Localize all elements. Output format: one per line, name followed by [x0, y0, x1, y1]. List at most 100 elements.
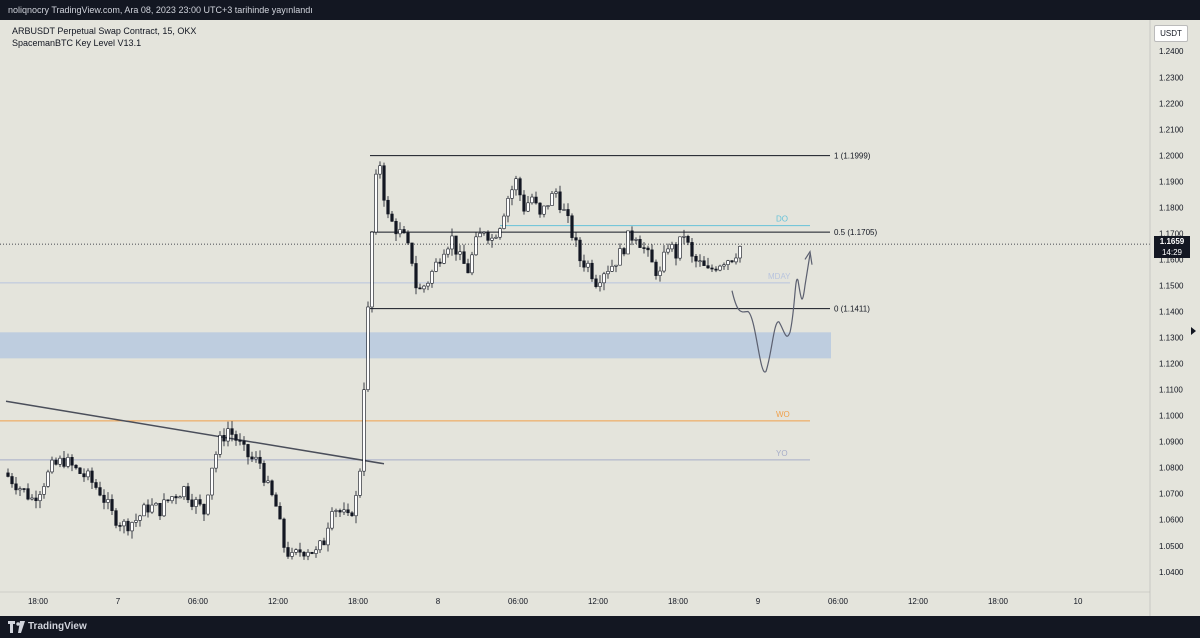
candle-body [14, 483, 18, 491]
candle-body [354, 495, 358, 517]
tradingview-brand: TradingView [28, 621, 87, 632]
price-tick-3: 1.2100 [1159, 125, 1184, 134]
candle-body [646, 247, 650, 251]
candle-body [318, 540, 322, 551]
candle-body [386, 199, 390, 215]
candle-body [274, 494, 278, 507]
indicator-legend[interactable]: SpacemanBTC Key Level V13.1 [12, 38, 142, 48]
candle-body [254, 456, 258, 460]
chart-canvas[interactable]: 1 (1.1999) 0.5 (1.1705) 0 (1.1411) DO MDAY WO… [0, 20, 1200, 616]
candle-body [290, 552, 294, 557]
candle-body [458, 251, 462, 255]
candle-body [482, 231, 486, 234]
candle-body [502, 215, 506, 229]
candle-body [114, 510, 118, 526]
price-axis[interactable] [1150, 20, 1200, 616]
candle-body [6, 472, 10, 477]
candle-body [158, 502, 162, 517]
candle-body [682, 236, 686, 238]
candle-body [686, 236, 690, 243]
level-label-3: DO [776, 215, 788, 224]
time-tick-7: 12:00 [588, 597, 609, 606]
candle-body [134, 520, 138, 523]
candle-body [154, 502, 158, 506]
candle-body [738, 245, 742, 259]
level-label-1: 0.5 (1.1705) [834, 228, 877, 237]
candle-body [70, 457, 74, 466]
price-tick-10: 1.1400 [1159, 308, 1184, 317]
candle-body [94, 482, 98, 488]
demand-zone[interactable] [0, 332, 831, 359]
candle-body [606, 271, 610, 275]
price-tick-6: 1.1800 [1159, 203, 1184, 212]
price-tick-19: 1.0500 [1159, 542, 1184, 551]
price-tick-15: 1.0900 [1159, 438, 1184, 447]
time-tick-10: 06:00 [828, 597, 849, 606]
candle-body [590, 262, 594, 280]
time-tick-1: 7 [116, 597, 121, 606]
candle-body [58, 457, 62, 465]
candle-body [734, 257, 738, 263]
price-tick-11: 1.1300 [1159, 334, 1184, 343]
scroll-right-icon[interactable] [1191, 327, 1196, 336]
candle-body [42, 486, 46, 495]
candle-body [162, 499, 166, 517]
last-price-value: 1.1659 [1159, 237, 1185, 246]
price-tick-17: 1.0700 [1159, 490, 1184, 499]
price-tick-20: 1.0400 [1159, 568, 1184, 577]
candle-body [650, 249, 654, 263]
candle-body [190, 499, 194, 507]
tradingview-logo-icon [8, 621, 25, 633]
candle-body [374, 173, 378, 233]
chart-pane[interactable]: 1 (1.1999) 0.5 (1.1705) 0 (1.1411) DO MDAY WO… [0, 20, 1200, 616]
symbol-legend[interactable]: ARBUSDT Perpetual Swap Contract, 15, OKX [12, 26, 197, 36]
candle-body [490, 237, 494, 241]
candle-body [198, 499, 202, 505]
candle-body [270, 480, 274, 496]
level-label-5: WO [776, 410, 790, 419]
candle-body [618, 248, 622, 266]
candle-body [462, 251, 466, 264]
candle-body [718, 265, 722, 271]
candle-body [350, 512, 354, 517]
level-label-0: 1 (1.1999) [834, 152, 871, 161]
candle-body [438, 261, 442, 264]
candle-body [442, 253, 446, 264]
candle-body [722, 264, 726, 267]
candle-body [478, 232, 482, 238]
candle-body [218, 435, 222, 455]
candle-body [470, 254, 474, 274]
time-tick-9: 9 [756, 597, 761, 606]
trend-line[interactable] [5, 400, 385, 465]
candle-body [142, 504, 146, 517]
price-tick-13: 1.1100 [1159, 386, 1183, 395]
candle-body [674, 244, 678, 259]
candle-body [398, 229, 402, 235]
price-tick-8: 1.1600 [1159, 255, 1184, 264]
candle-body [454, 235, 458, 255]
time-tick-13: 10 [1074, 597, 1083, 606]
candle-body [314, 549, 318, 554]
candle-body [38, 494, 42, 502]
time-tick-8: 18:00 [668, 597, 689, 606]
level-label-2: 0 (1.1411) [834, 305, 870, 314]
projection-drawing[interactable] [731, 254, 811, 373]
candle-body [546, 205, 550, 207]
price-tick-12: 1.1200 [1159, 360, 1184, 369]
candle-body [74, 464, 78, 469]
currency-button[interactable]: USDT [1154, 25, 1188, 42]
candle-body [54, 459, 58, 465]
candle-body [598, 282, 602, 287]
candle-body [138, 515, 142, 521]
candle-body [102, 494, 106, 503]
price-tick-16: 1.0800 [1159, 464, 1184, 473]
candle-body [118, 525, 122, 527]
candle-body [302, 551, 306, 557]
candle-body [634, 239, 638, 241]
candle-body [178, 496, 182, 499]
candle-body [126, 520, 130, 532]
candle-body [426, 282, 430, 287]
candle-body [450, 235, 454, 250]
candle-body [466, 263, 470, 274]
candle-body [582, 260, 586, 268]
